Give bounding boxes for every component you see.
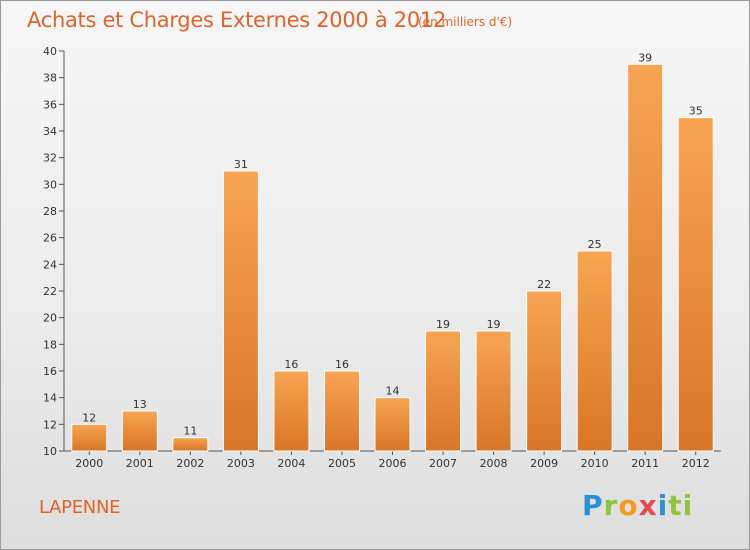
- chart-subtitle: (en milliers d'€): [418, 15, 513, 29]
- y-tick-label: 38: [43, 72, 57, 85]
- x-tick-label: 2002: [176, 457, 204, 470]
- logo-letter: i: [657, 489, 669, 522]
- bar: [425, 330, 462, 452]
- logo-letter: x: [638, 489, 658, 522]
- bar: [374, 397, 411, 452]
- chart-axes: 10 12 14 16 18 20 22 24 26 28 30 32 34 36 38 40 2000 2001…: [43, 45, 721, 470]
- y-tick-label: 16: [43, 365, 57, 378]
- bar-value-label: 35: [689, 105, 703, 118]
- bar-value-label: 25: [588, 238, 602, 251]
- bar-value-label: 39: [638, 51, 652, 64]
- x-tick-label: 2007: [429, 457, 457, 470]
- bar: [71, 423, 108, 452]
- bar-value-label: 13: [133, 398, 147, 411]
- logo-letter: o: [618, 489, 639, 522]
- bar-value-label: 31: [234, 158, 248, 171]
- x-tick-label: 2004: [277, 457, 305, 470]
- bar-value-label: 19: [436, 318, 450, 331]
- logo-letter: P: [582, 489, 604, 522]
- bar-value-label: 16: [284, 358, 298, 371]
- logo-letter: r: [603, 489, 619, 522]
- bar: [627, 63, 664, 452]
- logo-letter: i: [682, 489, 694, 522]
- y-tick-label: 36: [43, 98, 57, 111]
- commune-name: LAPENNE: [39, 497, 121, 518]
- y-tick-label: 28: [43, 205, 57, 218]
- y-tick-label: 22: [43, 285, 57, 298]
- bar: [172, 437, 209, 452]
- bar: [273, 370, 310, 452]
- x-tick-label: 2000: [75, 457, 103, 470]
- y-tick-label: 14: [43, 392, 57, 405]
- y-tick-label: 18: [43, 338, 57, 351]
- x-tick-label: 2009: [530, 457, 558, 470]
- y-tick-label: 10: [43, 445, 57, 458]
- x-tick-label: 2011: [631, 457, 659, 470]
- y-tick-label: 24: [43, 258, 57, 271]
- y-tick-label: 20: [43, 312, 57, 325]
- x-tick-label: 2005: [328, 457, 356, 470]
- x-tick-label: 2010: [581, 457, 609, 470]
- y-tick-label: 26: [43, 232, 57, 245]
- x-tick-label: 2008: [480, 457, 508, 470]
- proxiti-logo[interactable]: Proxiti: [582, 489, 693, 522]
- x-tick-label: 2006: [379, 457, 407, 470]
- bar-value-label: 11: [183, 425, 197, 438]
- y-tick-label: 30: [43, 178, 57, 191]
- y-tick-label: 34: [43, 125, 57, 138]
- y-tick-label: 12: [43, 418, 57, 431]
- bar-value-label: 12: [82, 411, 96, 424]
- bar: [323, 370, 360, 452]
- bar: [677, 117, 714, 452]
- x-tick-label: 2003: [227, 457, 255, 470]
- bar-value-label: 19: [487, 318, 501, 331]
- bar: [526, 290, 563, 452]
- chart-bars: 12 13 11 31 16 16 14 19 19 22 25 39 35: [71, 51, 714, 452]
- bar: [475, 330, 512, 452]
- x-tick-label: 2001: [126, 457, 154, 470]
- y-tick-label: 40: [43, 45, 57, 58]
- logo-letter: t: [668, 489, 683, 522]
- bar-value-label: 16: [335, 358, 349, 371]
- y-tick-label: 32: [43, 152, 57, 165]
- bar-value-label: 14: [386, 385, 400, 398]
- bar: [576, 250, 613, 452]
- chart-title: Achats et Charges Externes 2000 à 2012: [27, 8, 447, 32]
- bar: [121, 410, 158, 452]
- x-tick-label: 2012: [682, 457, 710, 470]
- bar: [222, 170, 259, 452]
- bar-value-label: 22: [537, 278, 551, 291]
